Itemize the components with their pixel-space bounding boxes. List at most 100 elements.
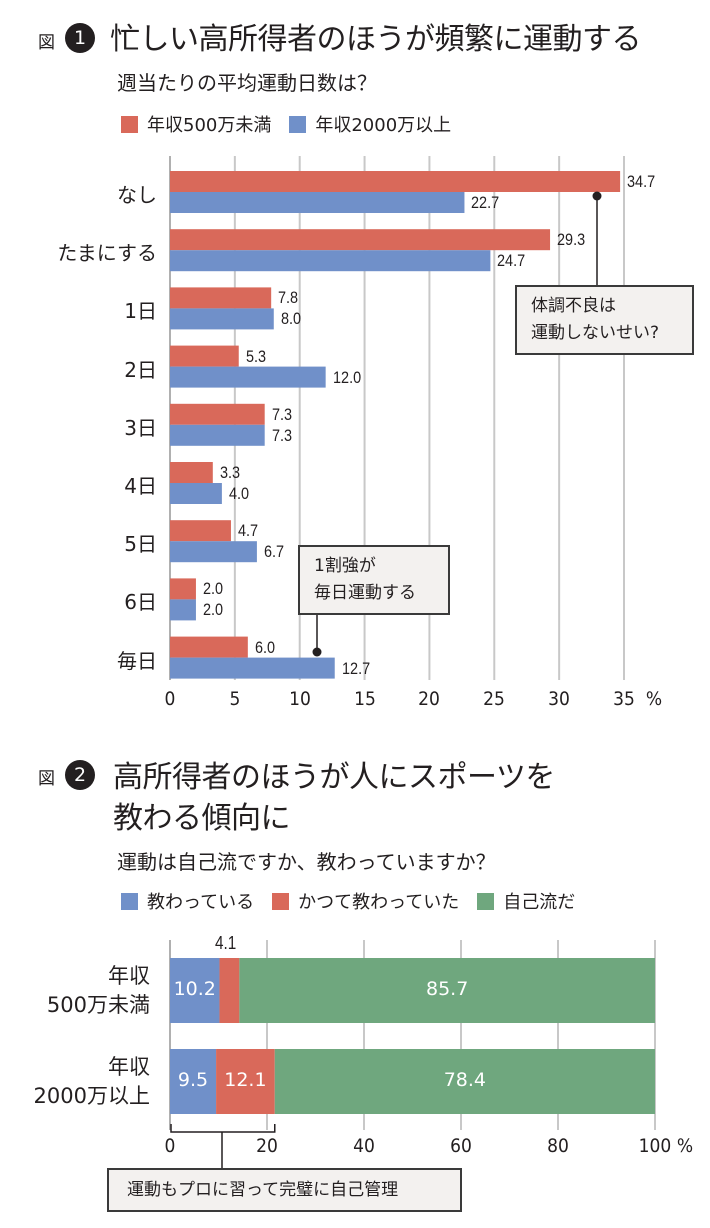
callout-anchor-dot	[312, 647, 322, 657]
data-label: 12.1	[224, 1069, 267, 1091]
figure2-number-badge: 2	[65, 760, 95, 790]
x-tick-label: 10	[288, 688, 311, 710]
legend-label: 自己流だ	[503, 892, 576, 913]
data-label: 6.7	[263, 542, 285, 562]
bar-low-income	[170, 287, 272, 309]
data-label: 9.5	[177, 1069, 209, 1091]
bar-high-income	[170, 424, 265, 446]
bar-high-income	[170, 657, 335, 679]
data-label: 24.7	[497, 251, 526, 271]
x-tick-label: 0	[164, 1135, 176, 1157]
x-tick-label: 80	[547, 1135, 569, 1157]
data-label: 4.0	[228, 484, 249, 503]
data-label: 2.0	[202, 579, 224, 599]
stacked-bar-segment	[219, 958, 240, 1023]
category-label: 2000万以上	[33, 1084, 150, 1108]
data-label: 12.0	[332, 367, 361, 387]
data-label: 78.4	[443, 1069, 487, 1091]
legend-item-low-income: 年収500万未満	[121, 111, 271, 137]
bar-high-income	[170, 599, 196, 621]
legend-swatch-red	[272, 892, 290, 910]
category-label: たまにする	[57, 241, 157, 266]
legend-label: 教わっている	[147, 892, 255, 913]
data-label: 4.7	[237, 521, 259, 541]
data-label: 10.2	[173, 978, 216, 1000]
bar-low-income	[170, 345, 239, 367]
data-label: 85.7	[426, 978, 469, 1000]
legend-swatch-green	[477, 892, 495, 910]
callout-anchor-dot	[592, 191, 602, 201]
data-label: 2.0	[202, 600, 224, 620]
data-label: 29.3	[557, 230, 586, 250]
data-label: 22.7	[471, 193, 500, 212]
data-label: 7.8	[278, 288, 299, 308]
figure2-tag: 図	[38, 769, 55, 789]
data-label: 12.7	[341, 658, 370, 678]
legend-item-taught: 教わっている	[121, 888, 254, 914]
legend-label: 年収500万未満	[147, 115, 272, 136]
x-tick-label: 40	[353, 1135, 375, 1157]
figure1-subtitle: 週当たりの平均運動日数は？	[117, 71, 377, 95]
category-label: 4日	[124, 474, 157, 498]
x-tick-label: 5	[229, 688, 241, 710]
bar-low-income	[170, 403, 265, 425]
legend-item-self-taught: 自己流だ	[477, 888, 575, 914]
bracket	[170, 1124, 276, 1133]
callout-line: 毎日運動する	[314, 583, 416, 603]
legend-item-high-income: 年収2000万以上	[289, 111, 451, 137]
figure1-tag: 図	[38, 33, 55, 53]
category-label: 6日	[124, 590, 157, 615]
category-label: 5日	[124, 532, 157, 557]
category-label: 年収	[108, 964, 150, 988]
category-label: 1日	[124, 299, 157, 324]
bar-low-income	[170, 229, 551, 251]
x-tick-label: 25	[483, 688, 506, 710]
x-tick-label: 20	[256, 1135, 278, 1157]
legend-swatch-red	[121, 115, 138, 133]
figure2-title-line2: 教わる傾向に	[113, 801, 291, 836]
callout-line: 運動しないせい?	[531, 323, 660, 343]
legend-swatch-blue	[289, 115, 307, 133]
legend-swatch-blue	[121, 892, 138, 910]
category-label: 2日	[124, 357, 157, 382]
data-label: 7.3	[271, 425, 292, 445]
bar-low-income	[170, 636, 248, 658]
stacked-bar-segment	[274, 1049, 655, 1114]
callout-line: 体調不良は	[531, 296, 616, 316]
bar-low-income	[170, 578, 196, 600]
data-label: 6.0	[254, 637, 275, 657]
chart1-labels: 0 5 10 15 20 25 30 35% なし 34.7 22.7 たまにする 29.3 24.7 1日…	[57, 172, 663, 710]
stacked-bar-segment	[170, 958, 220, 1023]
stacked-bar-segment	[239, 958, 656, 1023]
data-label: 5.3	[245, 346, 266, 366]
data-label: 7.3	[271, 404, 292, 424]
callout-pro-training: 運動もプロに習って完璧に自己管理	[107, 1168, 462, 1212]
figure2-title-line1: 高所得者のほうが人にスポーツを	[113, 760, 555, 795]
bar-high-income	[170, 366, 326, 388]
data-label: 34.7	[627, 172, 656, 191]
figure1-number-badge: 1	[65, 23, 95, 53]
x-axis-unit: %	[645, 688, 663, 710]
stacked-bar-segment	[216, 1049, 275, 1114]
data-label: 4.1	[215, 933, 237, 953]
bar-low-income	[170, 462, 213, 483]
x-tick-label: 60	[450, 1135, 472, 1157]
bar-high-income	[170, 541, 257, 563]
bar-high-income	[170, 308, 274, 330]
data-label: 8.0	[280, 309, 301, 329]
bar-high-income	[170, 483, 222, 504]
x-tick-label: 100	[638, 1135, 672, 1157]
x-tick-label: 30	[548, 688, 571, 710]
callout-illness: 体調不良は 運動しないせい?	[515, 285, 694, 355]
x-tick-label: 15	[353, 688, 376, 710]
legend-item-formerly-taught: かつて教わっていた	[272, 888, 459, 914]
category-label: なし	[117, 183, 157, 207]
category-label: 500万未満	[46, 993, 150, 1017]
bar-high-income	[170, 192, 465, 213]
x-axis-unit: %	[676, 1135, 694, 1157]
bar-low-income	[170, 520, 231, 542]
data-label: 3.3	[219, 463, 240, 482]
category-label: 年収	[108, 1055, 150, 1079]
